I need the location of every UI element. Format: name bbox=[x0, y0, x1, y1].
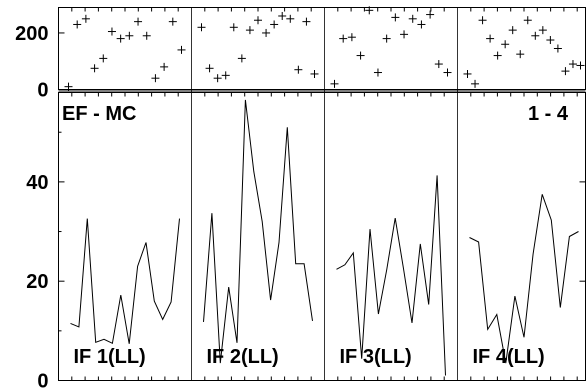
scatter-point bbox=[107, 27, 116, 36]
scatter-point bbox=[310, 69, 319, 78]
scatter-point bbox=[516, 50, 525, 59]
scatter-point bbox=[205, 64, 214, 73]
scatter-point bbox=[73, 20, 82, 29]
top-y-tick-label: 200 bbox=[15, 23, 48, 45]
scatter-point bbox=[508, 26, 517, 35]
scatter-point bbox=[99, 54, 108, 63]
y-tick-labels: 0 20 40 0 200 bbox=[15, 23, 48, 389]
scatter-point bbox=[546, 36, 555, 45]
scatter-point bbox=[116, 34, 125, 43]
scatter-point bbox=[568, 60, 577, 69]
scatter-point bbox=[302, 17, 311, 26]
scatter-point bbox=[531, 31, 540, 40]
scatter-point bbox=[493, 51, 502, 60]
scatter-point bbox=[286, 14, 295, 23]
scatter-point bbox=[373, 68, 382, 77]
scatter-series bbox=[64, 6, 585, 91]
top-y-tick-label: 0 bbox=[37, 80, 48, 102]
scatter-point bbox=[294, 65, 303, 74]
scatter-point bbox=[221, 71, 230, 80]
scatter-point bbox=[408, 14, 417, 23]
panel-label-2: IF 2(LL) bbox=[207, 346, 279, 368]
scatter-point bbox=[471, 79, 480, 88]
scatter-point bbox=[81, 14, 90, 23]
scatter-point bbox=[142, 31, 151, 40]
scatter-point bbox=[391, 13, 400, 22]
scatter-point bbox=[553, 44, 562, 53]
scatter-point bbox=[278, 11, 287, 20]
scatter-point bbox=[134, 17, 143, 26]
scatter-point bbox=[168, 17, 177, 26]
panel-labels: IF 1(LL) IF 2(LL) IF 3(LL) IF 4(LL) bbox=[74, 346, 545, 368]
scatter-point bbox=[434, 60, 443, 69]
panel-dividers bbox=[58, 7, 586, 381]
scatter-point bbox=[237, 54, 246, 63]
panel-label-4: IF 4(LL) bbox=[473, 346, 545, 368]
scatter-point bbox=[64, 82, 73, 91]
scatter-point bbox=[486, 34, 495, 43]
scatter-point bbox=[177, 45, 186, 54]
scatter-point bbox=[245, 26, 254, 35]
scatter-point bbox=[561, 67, 570, 76]
scatter-point bbox=[382, 34, 391, 43]
scatter-point bbox=[339, 34, 348, 43]
scatter-point bbox=[463, 69, 472, 78]
panel-label-3: IF 3(LL) bbox=[340, 346, 412, 368]
y-tick-label: 40 bbox=[26, 172, 48, 194]
y-tick-label: 20 bbox=[26, 271, 48, 293]
scatter-point bbox=[90, 64, 99, 73]
scatter-point bbox=[160, 62, 169, 71]
series-line-2 bbox=[203, 99, 313, 364]
scatter-point bbox=[478, 16, 487, 25]
range-label: 1 - 4 bbox=[528, 103, 569, 125]
scatter-point bbox=[443, 68, 452, 77]
line-series bbox=[70, 99, 579, 376]
scatter-point bbox=[262, 28, 271, 37]
scatter-point bbox=[426, 10, 435, 19]
scatter-point bbox=[330, 79, 339, 88]
scatter-point bbox=[400, 30, 409, 39]
scatter-point bbox=[254, 16, 262, 25]
top-label: EF - MC bbox=[62, 103, 136, 125]
scatter-point bbox=[213, 74, 222, 83]
scatter-point bbox=[523, 16, 532, 25]
series-line-1 bbox=[70, 218, 180, 345]
scatter-point bbox=[576, 61, 585, 70]
scatter-point bbox=[417, 20, 426, 29]
scatter-point bbox=[125, 31, 134, 40]
scatter-point bbox=[229, 23, 238, 32]
series-line-4 bbox=[469, 194, 579, 364]
scatter-point bbox=[270, 20, 279, 29]
tick-marks bbox=[58, 7, 586, 381]
scatter-point bbox=[347, 33, 356, 42]
main-frame bbox=[58, 92, 586, 381]
scatter-point bbox=[538, 26, 547, 35]
scatter-point bbox=[197, 23, 206, 32]
series-line-3 bbox=[336, 175, 446, 376]
scatter-point bbox=[151, 74, 160, 83]
scatter-point bbox=[501, 40, 510, 49]
panel-label-1: IF 1(LL) bbox=[74, 346, 146, 368]
scatter-point bbox=[356, 51, 365, 60]
scatter-point bbox=[365, 6, 374, 15]
y-tick-label: 0 bbox=[37, 371, 48, 389]
